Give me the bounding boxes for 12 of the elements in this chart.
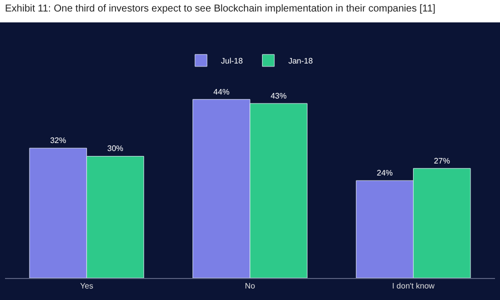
- data-label: 24%: [376, 168, 393, 178]
- data-label: 32%: [50, 136, 66, 146]
- x-tick-label: Yes: [80, 282, 94, 291]
- data-label: 43%: [270, 91, 287, 100]
- chart-title: Exhibit 11: One third of investors expect to see Blockchain implementation in their companies [11]: [5, 4, 436, 14]
- legend-label: Jan-18: [288, 56, 314, 66]
- data-label: 27%: [434, 156, 450, 166]
- x-tick-label: No: [244, 282, 256, 291]
- data-label: 30%: [107, 144, 124, 154]
- x-tick-label: I don't know: [392, 282, 435, 291]
- data-label: 44%: [213, 87, 230, 96]
- legend-label: Jul-18: [221, 56, 244, 66]
